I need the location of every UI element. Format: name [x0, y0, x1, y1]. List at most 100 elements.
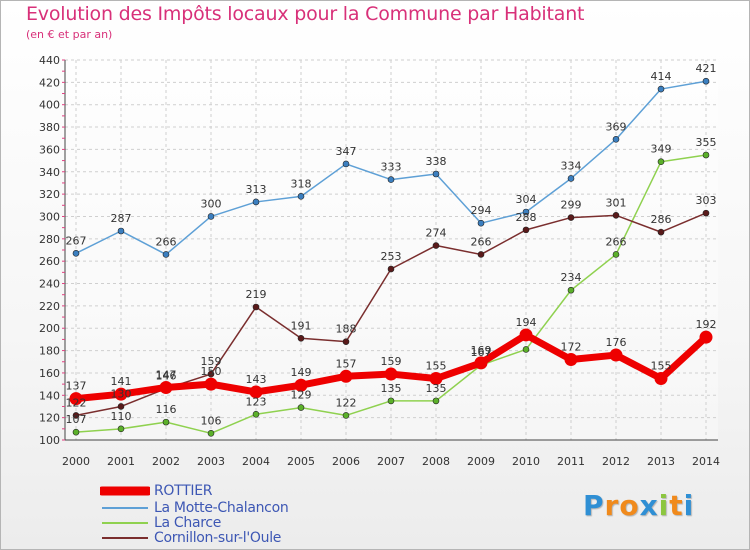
- legend-swatch-rottier: [100, 486, 150, 496]
- proxiti-logo: Proxiti: [583, 489, 694, 522]
- y-tick-label: 380: [39, 121, 60, 134]
- data-point-cornillon-sur-l-oule: [117, 403, 125, 410]
- data-point-rottier: [339, 369, 353, 383]
- data-label-la-charce: 266: [606, 235, 627, 248]
- data-point-cornillon-sur-l-oule: [567, 214, 575, 221]
- data-label-la-motte-chalancon: 267: [66, 234, 87, 247]
- data-label-cornillon-sur-l-oule: 188: [336, 323, 357, 336]
- data-label-rottier: 157: [336, 357, 357, 370]
- data-point-la-motte-chalancon: [612, 136, 620, 143]
- data-point-rottier: [249, 385, 263, 399]
- data-label-la-motte-chalancon: 304: [516, 193, 537, 206]
- data-label-la-motte-chalancon: 313: [246, 183, 267, 196]
- data-point-cornillon-sur-l-oule: [297, 334, 305, 342]
- data-point-cornillon-sur-l-oule: [612, 212, 620, 219]
- data-label-la-charce: 355: [696, 136, 717, 149]
- data-point-rottier: [114, 387, 128, 401]
- data-label-cornillon-sur-l-oule: 122: [66, 396, 87, 409]
- data-label-la-motte-chalancon: 334: [561, 159, 582, 172]
- data-point-cornillon-sur-l-oule: [657, 228, 665, 236]
- data-point-rottier: [69, 392, 83, 406]
- data-label-cornillon-sur-l-oule: 299: [561, 199, 582, 212]
- data-label-la-charce: 122: [336, 396, 357, 409]
- data-point-la-motte-chalancon: [702, 77, 710, 85]
- data-point-la-charce: [567, 286, 575, 294]
- data-label-rottier: 137: [66, 380, 87, 393]
- y-tick-label: 240: [39, 278, 60, 291]
- data-label-rottier: 141: [111, 375, 132, 388]
- data-point-la-motte-chalancon: [657, 85, 665, 93]
- y-tick-label: 200: [39, 322, 60, 335]
- data-label-rottier: 149: [291, 366, 312, 379]
- data-label-la-motte-chalancon: 414: [651, 70, 672, 83]
- data-label-rottier: 192: [696, 318, 717, 331]
- y-tick-label: 260: [39, 255, 60, 268]
- data-point-la-motte-chalancon: [162, 251, 170, 258]
- data-label-la-charce: 110: [111, 410, 132, 423]
- x-tick-label: 2012: [602, 455, 630, 468]
- y-tick-label: 160: [39, 367, 60, 380]
- data-point-la-motte-chalancon: [477, 219, 485, 227]
- data-label-rottier: 194: [516, 316, 537, 329]
- legend-swatch-cornillon-sur-l-oule: [102, 537, 148, 539]
- data-label-la-charce: 116: [156, 403, 177, 416]
- x-tick-label: 2006: [332, 455, 360, 468]
- data-point-la-charce: [162, 418, 170, 426]
- data-point-cornillon-sur-l-oule: [72, 412, 80, 419]
- data-point-la-charce: [117, 425, 125, 433]
- data-label-rottier: 150: [201, 365, 222, 378]
- data-point-la-motte-chalancon: [252, 198, 260, 206]
- x-tick-label: 2002: [152, 455, 180, 468]
- data-point-la-charce: [702, 151, 710, 159]
- data-label-cornillon-sur-l-oule: 303: [696, 194, 717, 207]
- data-label-cornillon-sur-l-oule: 274: [426, 227, 447, 240]
- x-tick-label: 2014: [692, 455, 720, 468]
- logo-letter: P: [583, 489, 605, 522]
- data-point-rottier: [159, 380, 173, 394]
- y-tick-label: 300: [39, 210, 60, 223]
- data-label-cornillon-sur-l-oule: 159: [201, 355, 222, 368]
- y-tick-label: 120: [39, 412, 60, 425]
- data-point-cornillon-sur-l-oule: [207, 370, 215, 378]
- data-point-la-motte-chalancon: [522, 208, 530, 216]
- y-tick-label: 320: [39, 188, 60, 201]
- data-point-la-charce: [72, 428, 80, 436]
- data-label-la-motte-chalancon: 347: [336, 145, 357, 158]
- y-tick-label: 180: [39, 345, 60, 358]
- data-point-la-motte-chalancon: [387, 176, 395, 183]
- data-point-la-charce: [342, 412, 350, 419]
- x-tick-label: 2009: [467, 455, 495, 468]
- data-label-la-motte-chalancon: 266: [156, 235, 177, 248]
- data-label-la-motte-chalancon: 318: [291, 177, 312, 190]
- x-tick-label: 2003: [197, 455, 225, 468]
- data-point-cornillon-sur-l-oule: [522, 226, 530, 234]
- data-point-la-motte-chalancon: [567, 175, 575, 182]
- data-label-cornillon-sur-l-oule: 301: [606, 196, 627, 209]
- data-label-rottier: 155: [651, 360, 672, 373]
- data-point-la-charce: [522, 346, 530, 353]
- data-label-la-charce: 135: [381, 382, 402, 395]
- data-point-rottier: [429, 372, 443, 386]
- data-label-cornillon-sur-l-oule: 191: [291, 319, 312, 332]
- data-label-cornillon-sur-l-oule: 130: [111, 387, 132, 400]
- y-tick-label: 280: [39, 233, 60, 246]
- y-tick-label: 420: [39, 76, 60, 89]
- data-label-cornillon-sur-l-oule: 288: [516, 211, 537, 224]
- chart-title: Evolution des Impôts locaux pour la Comm…: [26, 3, 585, 25]
- legend-item-rottier: ROTTIER: [100, 483, 360, 499]
- data-point-la-charce: [432, 397, 440, 405]
- data-point-rottier: [699, 330, 713, 344]
- data-point-la-motte-chalancon: [432, 170, 440, 178]
- x-tick-label: 2004: [242, 455, 270, 468]
- data-point-cornillon-sur-l-oule: [432, 242, 440, 249]
- data-label-rottier: 155: [426, 360, 447, 373]
- data-label-rottier: 172: [561, 341, 582, 354]
- legend-swatch-la-charce: [102, 522, 148, 524]
- data-point-rottier: [384, 367, 398, 381]
- y-tick-label: 360: [39, 143, 60, 156]
- x-tick-label: 2005: [287, 455, 315, 468]
- data-point-cornillon-sur-l-oule: [702, 209, 710, 217]
- logo-letter: x: [639, 489, 659, 522]
- data-label-rottier: 159: [381, 355, 402, 368]
